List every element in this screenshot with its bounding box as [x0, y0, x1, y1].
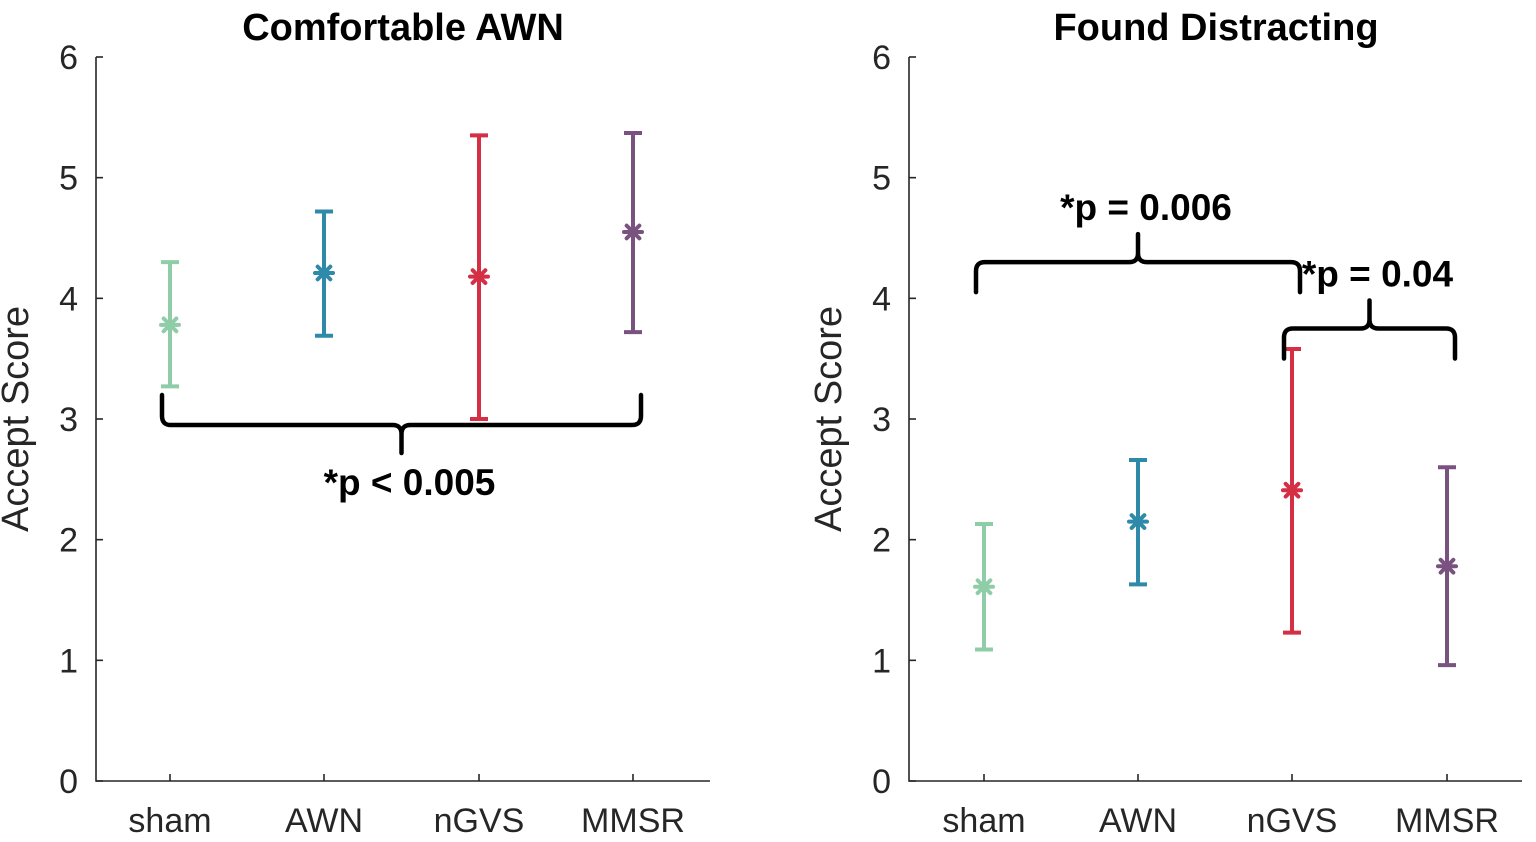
- axis-lines: [95, 57, 710, 782]
- mean-marker-awn: [1127, 510, 1149, 533]
- x-tick-label-sham: sham: [942, 802, 1025, 840]
- y-tick-label: 2: [59, 522, 78, 560]
- y-tick-label: 0: [59, 763, 78, 801]
- x-tick-label-awn: AWN: [1099, 802, 1177, 840]
- significance-brace-sham-mmsr: [159, 392, 644, 456]
- mean-marker-sham: [159, 313, 181, 336]
- y-tick-label: 3: [59, 401, 78, 439]
- x-tick-label-awn: AWN: [285, 802, 363, 840]
- mean-marker-ngvs: [1281, 479, 1303, 502]
- y-tick-label: 5: [872, 160, 891, 198]
- significance-label-sham-ngvs: *p = 0.006: [1060, 187, 1232, 228]
- significance-label-sham-mmsr: *p < 0.005: [324, 462, 496, 503]
- y-tick-label: 6: [872, 39, 891, 77]
- mean-marker-mmsr: [622, 220, 644, 243]
- y-tick-label: 1: [59, 642, 78, 680]
- chart-panel-found-distracting: Found Distracting 0 1 2 3 4 5 6 sham AWN nGVS MMSR A…: [808, 7, 1522, 840]
- y-axis-label: Accept Score: [808, 306, 850, 532]
- x-tick-label-sham: sham: [128, 802, 211, 840]
- chart-title: Found Distracting: [1053, 7, 1378, 49]
- x-tick-label-mmsr: MMSR: [581, 802, 685, 840]
- mean-marker-sham: [973, 575, 995, 598]
- y-tick-label: 1: [872, 642, 891, 680]
- y-tick-label: 6: [59, 39, 78, 77]
- y-tick-label: 5: [59, 160, 78, 198]
- mean-marker-awn: [313, 261, 335, 284]
- x-tick-label-mmsr: MMSR: [1395, 802, 1499, 840]
- y-tick-label: 0: [872, 763, 891, 801]
- mean-marker-mmsr: [1436, 555, 1458, 578]
- y-tick-label: 2: [872, 522, 891, 560]
- chart-title: Comfortable AWN: [242, 7, 564, 49]
- x-tick-label-ngvs: nGVS: [434, 802, 525, 840]
- y-tick-label: 3: [872, 401, 891, 439]
- y-tick-label: 4: [59, 280, 78, 318]
- significance-brace-sham-ngvs: [973, 231, 1303, 295]
- significance-label-ngvs-mmsr: *p = 0.04: [1302, 254, 1454, 295]
- y-axis-label: Accept Score: [0, 306, 37, 532]
- axis-lines: [908, 57, 1522, 782]
- significance-brace-ngvs-mmsr: [1281, 298, 1458, 361]
- chart-panel-comfortable-awn: Comfortable AWN 0 1 2 3 4 5 6 sham AWN nGVS MMSR Acc…: [0, 7, 710, 840]
- x-tick-label-ngvs: nGVS: [1247, 802, 1338, 840]
- y-tick-label: 4: [872, 280, 891, 318]
- mean-marker-ngvs: [468, 265, 490, 288]
